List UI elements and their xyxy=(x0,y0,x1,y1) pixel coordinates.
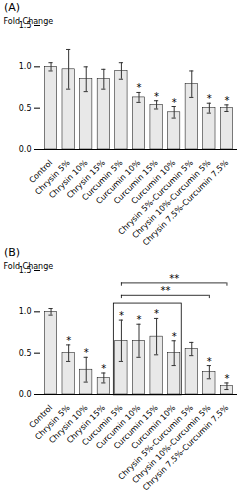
svg-text:Curcumin 10%: Curcumin 10% xyxy=(94,403,143,451)
svg-text:*: * xyxy=(119,310,124,321)
svg-text:Control: Control xyxy=(27,403,55,430)
svg-text:Chrysin 5%: Chrysin 5% xyxy=(33,158,72,197)
svg-text:*: * xyxy=(154,308,159,319)
svg-text:0.5: 0.5 xyxy=(19,104,32,113)
svg-text:Chrysin 10%-Curcumin 5%: Chrysin 10%-Curcumin 5% xyxy=(131,158,213,240)
svg-text:Chrysin 10%-Curcumin 5%: Chrysin 10%-Curcumin 5% xyxy=(131,403,213,485)
svg-text:Chrysin 10%: Chrysin 10% xyxy=(47,158,90,201)
svg-text:*: * xyxy=(101,363,106,374)
svg-text:Chrysin 5%: Chrysin 5% xyxy=(33,403,72,442)
svg-text:*: * xyxy=(154,91,159,102)
svg-text:*: * xyxy=(224,373,229,384)
svg-text:Curcumin 5%: Curcumin 5% xyxy=(80,403,125,448)
svg-text:Chrysin 15%: Chrysin 15% xyxy=(65,403,107,446)
svg-text:Chrysin 5%-Curcumin 5%: Chrysin 5%-Curcumin 5% xyxy=(116,403,195,482)
svg-text:1.0: 1.0 xyxy=(19,307,32,316)
svg-text:0.0: 0.0 xyxy=(19,145,32,154)
svg-text:Chrysin 7.5%-Curcumin 7.5%: Chrysin 7.5%-Curcumin 7.5% xyxy=(141,158,230,245)
svg-text:Curcumin 15%: Curcumin 15% xyxy=(112,403,160,451)
html-text:(A): (A) xyxy=(4,1,21,14)
svg-text:*: * xyxy=(66,335,71,346)
svg-text:1.0: 1.0 xyxy=(19,62,32,71)
svg-text:Curcumin 10%: Curcumin 10% xyxy=(129,158,178,206)
svg-text:*: * xyxy=(172,331,177,342)
svg-text:Curcumin 15%: Curcumin 15% xyxy=(112,158,160,206)
svg-text:*: * xyxy=(207,356,212,367)
svg-text:*: * xyxy=(207,93,212,104)
svg-text:Control: Control xyxy=(27,158,55,185)
svg-text:0.0: 0.0 xyxy=(19,390,32,399)
svg-text:Chrysin 10%: Chrysin 10% xyxy=(47,403,90,446)
svg-text:*: * xyxy=(84,347,89,358)
svg-text:0.5: 0.5 xyxy=(19,349,32,358)
svg-text:Chrysin 15%: Chrysin 15% xyxy=(65,158,107,201)
svg-text:Curcumin 5%: Curcumin 5% xyxy=(80,158,125,203)
svg-text:Chrysin 5%-Curcumin 5%: Chrysin 5%-Curcumin 5% xyxy=(116,158,195,237)
svg-text:Curcumin 10%: Curcumin 10% xyxy=(94,158,143,206)
html-text:(B): (B) xyxy=(4,246,21,259)
svg-text:Curcumin 10%: Curcumin 10% xyxy=(129,403,178,451)
svg-text:Fold Change: Fold Change xyxy=(4,17,54,26)
svg-text:*: * xyxy=(137,314,142,325)
svg-text:*: * xyxy=(224,95,229,106)
svg-text:**: ** xyxy=(160,285,170,296)
svg-text:Chrysin 7.5%-Curcumin 7.5%: Chrysin 7.5%-Curcumin 7.5% xyxy=(141,403,230,490)
svg-text:**: ** xyxy=(169,273,179,284)
svg-text:*: * xyxy=(172,97,177,108)
svg-text:Fold Change: Fold Change xyxy=(4,262,54,271)
svg-text:*: * xyxy=(137,82,142,93)
